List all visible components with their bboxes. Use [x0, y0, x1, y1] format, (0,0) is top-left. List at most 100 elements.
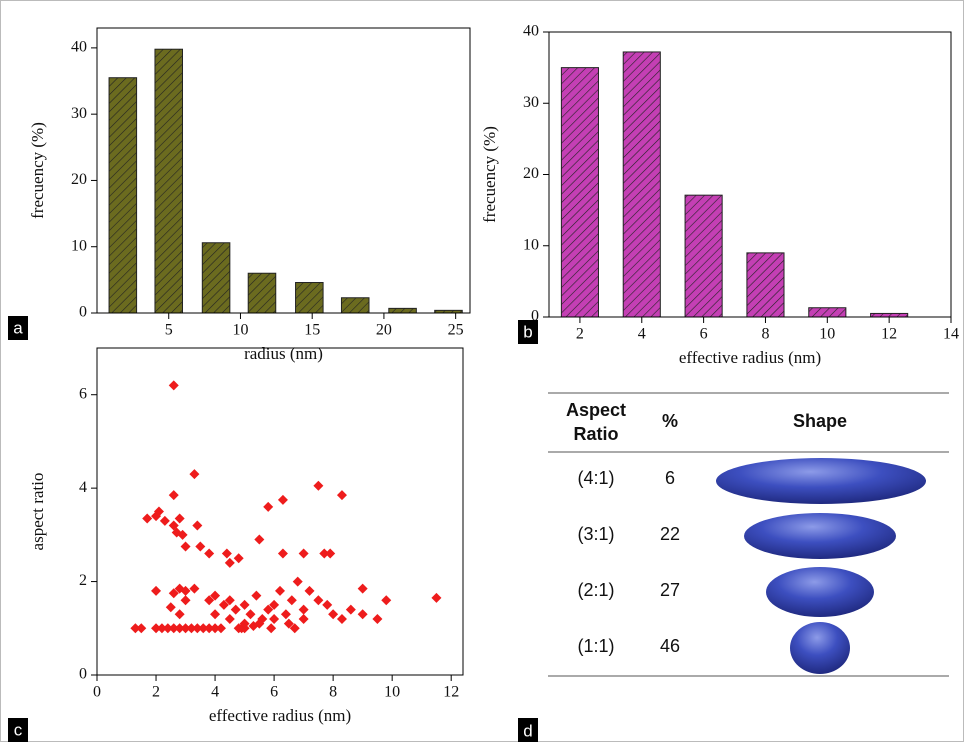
point — [381, 595, 392, 606]
panel-label-box — [518, 320, 538, 344]
point — [313, 480, 324, 491]
point — [230, 604, 241, 615]
table-header: Aspect Ratio — [565, 400, 627, 444]
bar — [746, 252, 785, 318]
bar — [684, 194, 723, 318]
y-tick-label: 2 — [79, 572, 87, 589]
table-cell: (3:1) — [577, 524, 615, 544]
point — [186, 623, 197, 634]
point — [130, 623, 141, 634]
point — [319, 548, 330, 559]
x-tick-label: 4 — [638, 326, 646, 343]
point — [210, 609, 221, 620]
point — [180, 595, 191, 606]
y-tick-label: 10 — [523, 236, 539, 253]
point — [168, 380, 179, 391]
point — [221, 548, 232, 559]
panel-label: a — [13, 318, 23, 337]
point — [224, 613, 235, 624]
x-tick-label: 10 — [232, 322, 248, 339]
shape-icon — [766, 567, 874, 617]
table-cell: 6 — [664, 468, 675, 488]
point — [174, 609, 185, 620]
point — [215, 623, 226, 634]
panel-label: d — [523, 721, 532, 740]
x-tick-label: 6 — [270, 684, 278, 701]
point — [357, 609, 368, 620]
point — [357, 583, 368, 594]
point — [275, 585, 285, 596]
bar — [808, 307, 847, 318]
point — [431, 592, 442, 603]
point — [162, 623, 173, 634]
table-header: % — [661, 411, 678, 431]
x-tick-label: 8 — [329, 684, 337, 701]
table-cell: (1:1) — [577, 636, 615, 656]
point — [239, 618, 250, 629]
x-tick-label: 15 — [304, 322, 320, 339]
table-header: Shape — [792, 411, 848, 431]
bar — [622, 51, 661, 318]
bar — [870, 312, 909, 318]
point — [180, 541, 191, 552]
panel-label-box — [8, 718, 28, 742]
x-tick-label: 8 — [761, 326, 769, 343]
bar — [340, 297, 370, 314]
bar — [154, 48, 184, 314]
bar — [201, 242, 231, 314]
y-tick-label: 30 — [523, 94, 539, 111]
point — [286, 595, 297, 606]
point — [151, 585, 162, 596]
point — [251, 590, 262, 601]
x-tick-label: 20 — [376, 322, 392, 339]
y-tick-label: 0 — [79, 304, 87, 321]
point — [372, 613, 383, 624]
bar — [295, 282, 324, 314]
point — [159, 515, 170, 526]
point — [195, 541, 206, 552]
y-tick-label: 6 — [79, 385, 87, 402]
x-tick-label: 2 — [576, 326, 584, 343]
point — [136, 623, 147, 634]
point — [292, 576, 303, 587]
point — [177, 529, 188, 540]
x-axis-label: effective radius (nm) — [679, 348, 821, 367]
point — [192, 623, 203, 634]
y-tick-label: 10 — [71, 237, 87, 254]
x-axis-label: effective radius (nm) — [209, 706, 351, 725]
x-tick-label: 4 — [211, 684, 219, 701]
point — [328, 609, 339, 620]
y-axis-label: frecuency (%) — [28, 122, 47, 219]
point — [210, 623, 221, 634]
table-cell: 22 — [659, 524, 681, 544]
point — [313, 595, 324, 606]
x-tick-label: 14 — [943, 326, 959, 343]
x-axis-label: radius (nm) — [244, 344, 323, 363]
point — [224, 595, 235, 606]
point — [245, 609, 256, 620]
x-tick-label: 10 — [384, 684, 400, 701]
y-tick-label: 4 — [79, 479, 87, 496]
table-cell: 27 — [659, 580, 681, 600]
point — [151, 623, 162, 634]
bar — [560, 67, 599, 318]
point — [325, 548, 336, 559]
y-axis-label: aspect ratio — [28, 473, 47, 551]
bar — [108, 77, 138, 314]
point — [174, 513, 185, 524]
point — [180, 585, 191, 596]
point — [174, 623, 185, 634]
point — [289, 623, 300, 634]
point — [269, 613, 280, 624]
point — [233, 623, 244, 634]
table-cell: (4:1) — [577, 468, 615, 488]
point — [168, 588, 179, 599]
point — [218, 599, 229, 610]
plot-frame — [548, 31, 952, 318]
x-tick-label: 5 — [165, 322, 173, 339]
panel-label: b — [523, 322, 532, 341]
point — [336, 490, 347, 501]
point — [248, 620, 259, 631]
point — [298, 613, 309, 624]
